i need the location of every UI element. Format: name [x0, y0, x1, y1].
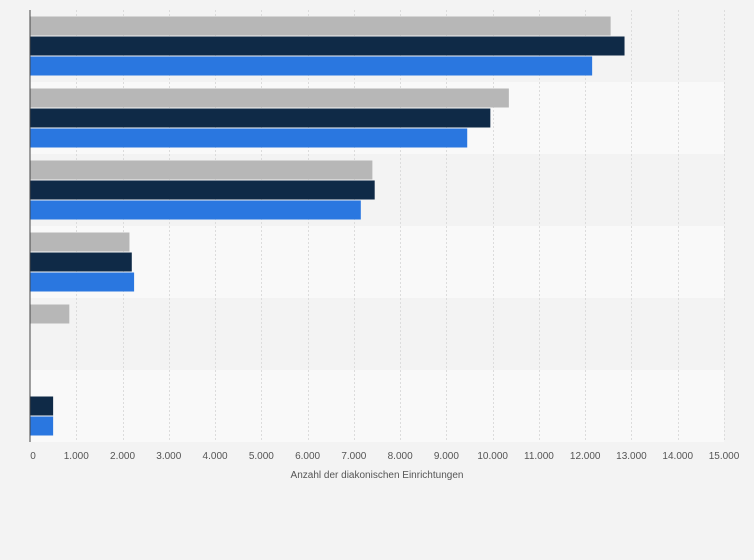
bar [30, 160, 373, 180]
x-tick-labels: 0 1.000 2.000 3.000 4.000 5.000 6.000 7.000 8.00… [30, 451, 740, 462]
bar [30, 304, 70, 324]
bar [30, 200, 361, 220]
bar [30, 252, 132, 272]
grid-lines [76, 10, 725, 442]
x-tick-label: 11.000 [524, 451, 554, 462]
x-tick-label: 0 [30, 451, 36, 462]
x-tick-label: 3.000 [156, 451, 181, 462]
x-tick-label: 4.000 [203, 451, 228, 462]
bar [30, 128, 468, 148]
category-band [30, 298, 724, 370]
x-tick-label: 9.000 [434, 451, 459, 462]
x-tick-label: 6.000 [295, 451, 320, 462]
bar [30, 36, 625, 56]
category-band [30, 370, 724, 442]
category-bands [30, 10, 724, 442]
x-axis-title: Anzahl der diakonischen Einrichtungen [291, 470, 464, 481]
x-tick-label: 8.000 [388, 451, 413, 462]
bar [30, 16, 611, 36]
x-tick-label: 2.000 [110, 451, 135, 462]
bar [30, 180, 375, 200]
x-tick-label: 15.000 [709, 451, 740, 462]
x-tick-label: 12.000 [570, 451, 601, 462]
bar [30, 88, 509, 108]
bar [30, 56, 593, 76]
bar [30, 416, 54, 436]
x-tick-label: 14.000 [662, 451, 693, 462]
x-tick-label: 1.000 [64, 451, 89, 462]
x-tick-label: 7.000 [341, 451, 366, 462]
x-tick-label: 5.000 [249, 451, 274, 462]
bar [30, 272, 135, 292]
bar [30, 108, 491, 128]
bars [30, 16, 625, 436]
category-band [30, 226, 724, 298]
x-tick-label: 13.000 [616, 451, 647, 462]
bar [30, 232, 130, 252]
x-tick-label: 10.000 [477, 451, 508, 462]
bar [30, 396, 54, 416]
